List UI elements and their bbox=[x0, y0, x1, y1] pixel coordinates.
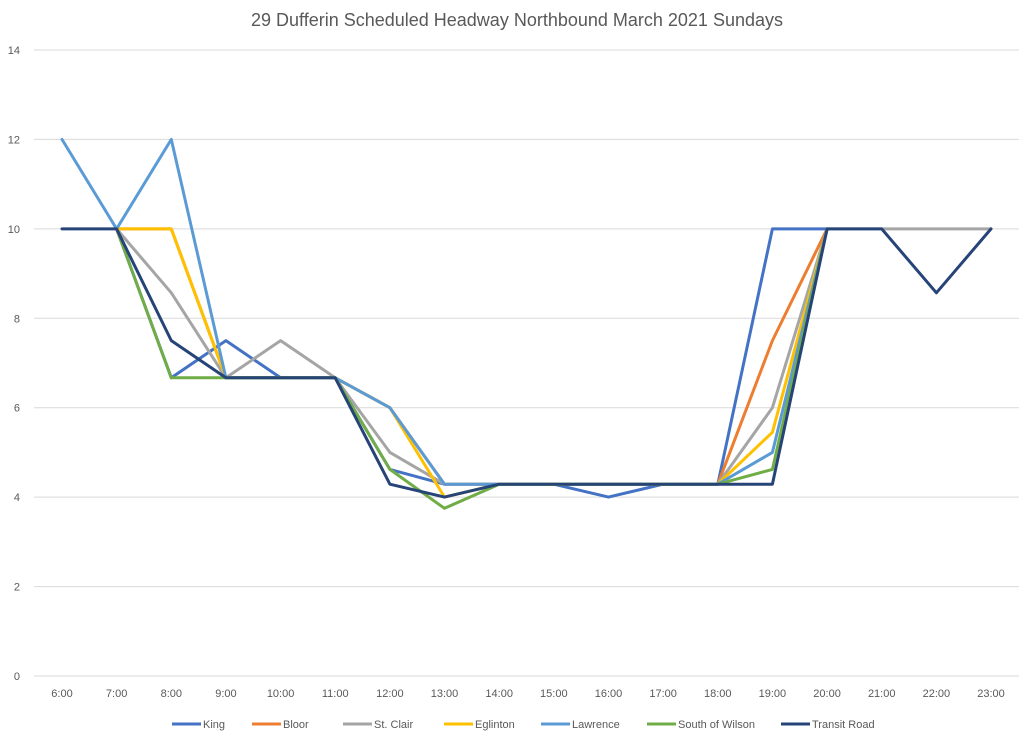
x-tick-label: 19:00 bbox=[759, 688, 787, 700]
x-tick-label: 14:00 bbox=[485, 688, 513, 700]
x-tick-label: 18:00 bbox=[704, 688, 732, 700]
x-tick-label: 16:00 bbox=[595, 688, 623, 700]
legend-item: Transit Road bbox=[781, 719, 875, 731]
y-tick-label: 0 bbox=[14, 671, 20, 683]
x-tick-label: 6:00 bbox=[51, 688, 72, 700]
x-tick-label: 23:00 bbox=[977, 688, 1005, 700]
legend-item: South of Wilson bbox=[647, 719, 755, 731]
legend-label: Transit Road bbox=[812, 719, 875, 731]
y-tick-label: 6 bbox=[14, 403, 20, 415]
y-tick-label: 10 bbox=[8, 224, 20, 236]
y-tick-label: 8 bbox=[14, 313, 20, 325]
y-tick-label: 12 bbox=[8, 134, 20, 146]
x-tick-label: 9:00 bbox=[215, 688, 236, 700]
x-tick-label: 20:00 bbox=[813, 688, 841, 700]
x-tick-label: 12:00 bbox=[376, 688, 404, 700]
legend-item: Lawrence bbox=[541, 719, 620, 731]
series-line-transit-road bbox=[60, 227, 993, 499]
x-tick-label: 21:00 bbox=[868, 688, 896, 700]
y-tick-label: 2 bbox=[14, 582, 20, 594]
y-tick-label: 4 bbox=[14, 492, 20, 504]
legend-item: Eglinton bbox=[444, 719, 515, 731]
x-tick-label: 8:00 bbox=[161, 688, 182, 700]
series-line-bloor bbox=[115, 227, 829, 486]
legend-label: St. Clair bbox=[374, 719, 413, 731]
x-tick-label: 7:00 bbox=[106, 688, 127, 700]
series-line-lawrence bbox=[60, 137, 829, 486]
x-tick-label: 22:00 bbox=[923, 688, 951, 700]
legend-label: King bbox=[203, 719, 225, 731]
legend-label: South of Wilson bbox=[678, 719, 755, 731]
x-tick-label: 13:00 bbox=[431, 688, 459, 700]
x-tick-label: 11:00 bbox=[322, 688, 349, 700]
x-tick-label: 15:00 bbox=[540, 688, 568, 700]
legend-label: Bloor bbox=[283, 719, 309, 731]
x-tick-label: 17:00 bbox=[649, 688, 677, 700]
legend-item: King bbox=[172, 719, 225, 731]
chart-title: 29 Dufferin Scheduled Headway Northbound… bbox=[251, 10, 783, 30]
legend-item: St. Clair bbox=[343, 719, 413, 731]
x-tick-label: 10:00 bbox=[267, 688, 295, 700]
legend-label: Lawrence bbox=[572, 719, 620, 731]
legend-item: Bloor bbox=[252, 719, 309, 731]
y-tick-label: 14 bbox=[8, 45, 20, 57]
legend-label: Eglinton bbox=[475, 719, 515, 731]
